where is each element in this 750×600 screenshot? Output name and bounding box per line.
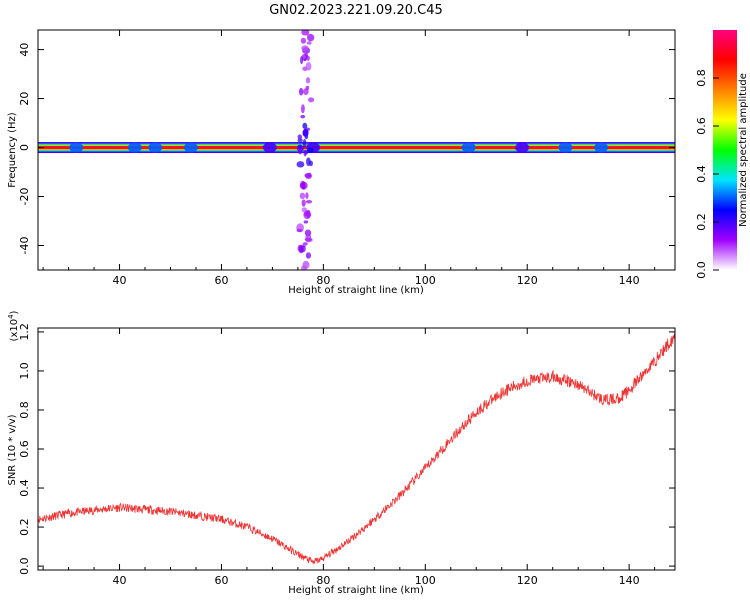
heatmap-node-9 <box>594 142 609 153</box>
heatmap-node-2 <box>148 142 163 153</box>
heatmap-band-layer-5 <box>38 146 675 149</box>
spectrogram-ticks: 40 60 80 100 120 140 40 20 0 -20 -40 <box>18 30 675 287</box>
snr-x-axis-label: Height of straight line (km) <box>288 585 424 596</box>
heatmap-blob <box>305 30 310 36</box>
heatmap-core <box>302 128 309 137</box>
figure-title: GN02.2023.221.09.20.C45 <box>269 3 443 18</box>
heatmap-blob <box>308 97 315 103</box>
heatmap-blob <box>303 149 307 157</box>
spectrogram-x-tick-label: 60 <box>214 274 228 287</box>
heatmap-blob <box>297 148 303 155</box>
snr-y-tick-label: 1.0 <box>18 362 31 380</box>
heatmap-node-7 <box>515 142 530 153</box>
spectrogram-y-tick-label: -40 <box>18 237 31 255</box>
heatmap-blob <box>302 122 308 130</box>
spectrogram-x-tick-label: 140 <box>619 274 640 287</box>
heatmap-node-1 <box>127 142 142 153</box>
heatmap-blob <box>307 33 315 42</box>
heatmap-blob <box>305 77 311 84</box>
heatmap-node-6 <box>461 142 476 153</box>
colorbar-tick-label: 0.8 <box>695 69 708 87</box>
heatmap-blob <box>296 228 303 233</box>
heatmap-blob <box>305 233 312 243</box>
heatmap-blob <box>302 139 307 148</box>
spectrogram-x-tick-label: 120 <box>517 274 538 287</box>
heatmap-node-3 <box>183 142 198 153</box>
heatmap-blob <box>301 45 309 51</box>
snr-y-tick-label: 1.2 <box>18 323 31 341</box>
heatmap-blob <box>301 199 306 207</box>
snr-x-tick-label: 40 <box>113 574 127 587</box>
heatmap-blob <box>300 104 305 114</box>
heatmap-blob <box>305 252 312 259</box>
heatmap-blob <box>306 41 312 45</box>
spectrogram-x-tick-label: 40 <box>113 274 127 287</box>
snr-plot-area <box>38 328 675 570</box>
heatmap-blob <box>303 88 309 95</box>
heatmap-blob <box>303 220 309 224</box>
spectrogram-y-tick-label: 0 <box>18 144 31 151</box>
spectrogram-y-tick-label: 40 <box>18 43 31 57</box>
heatmap-blob <box>296 161 305 168</box>
heatmap-blob <box>307 147 314 154</box>
heatmap-node-4 <box>262 142 277 153</box>
colorbar: 0.0 0.2 0.4 0.6 0.8 Normalized spectral ampl… <box>695 30 749 279</box>
colorbar-tick-label: 0.2 <box>695 213 708 231</box>
colorbar-gradient <box>713 30 737 270</box>
heatmap-blob <box>305 62 312 71</box>
snr-x-tick-label: 140 <box>619 574 640 587</box>
heatmap-blob <box>297 138 303 143</box>
spectrogram-y-tick-label: -20 <box>18 188 31 206</box>
snr-y-tick-label: 0.6 <box>18 440 31 458</box>
heatmap-blob <box>303 210 311 220</box>
spectrogram-heatmap <box>38 30 675 270</box>
heatmap-blob <box>302 260 310 269</box>
snr-multiplier-label: (x104) <box>7 310 20 341</box>
spectrogram-frame <box>37 29 676 271</box>
snr-x-tick-label: 80 <box>316 574 330 587</box>
heatmap-blob <box>306 157 311 166</box>
spectrogram-panel: 40 60 80 100 120 140 40 20 0 -20 -40 Height of str… <box>7 29 676 296</box>
spectrogram-x-tick-label: 100 <box>415 274 436 287</box>
heatmap-blob <box>299 181 308 190</box>
heatmap-blob <box>305 192 309 200</box>
heatmap-blob <box>300 245 306 253</box>
colorbar-tick-label: 0.4 <box>695 165 708 183</box>
heatmap-blob <box>305 200 313 204</box>
snr-series-line <box>38 333 675 565</box>
spectrogram-y-tick-label: 20 <box>18 92 31 106</box>
heatmap-blob <box>298 87 304 96</box>
snr-y-axis-label: SNR (10 * v/v) <box>7 414 18 485</box>
colorbar-ticks: 0.0 0.2 0.4 0.6 0.8 <box>695 69 719 279</box>
heatmap-node-0 <box>69 142 84 153</box>
heatmap-blob <box>307 172 312 178</box>
spectrogram-y-axis-label: Frequency (Hz) <box>7 112 18 188</box>
snr-multiplier-exponent: 4 <box>7 314 15 319</box>
colorbar-tick-label: 0.0 <box>695 261 708 279</box>
heatmap-node-8 <box>558 142 573 153</box>
colorbar-tick-label: 0.6 <box>695 117 708 135</box>
colorbar-label: Normalized spectral amplitude <box>738 73 749 227</box>
snr-y-tick-label: 0.8 <box>18 401 31 419</box>
heatmap-blob <box>297 144 303 149</box>
spectrogram-x-axis-label: Height of straight line (km) <box>288 285 424 296</box>
snr-y-tick-label: 0.4 <box>18 479 31 497</box>
snr-panel: 40 60 80 100 120 140 1.2 1.0 0.8 0.6 0.4 0.2 0.0 Hei… <box>7 310 676 596</box>
heatmap-blob <box>297 134 303 140</box>
spectrogram-x-tick-label: 80 <box>316 274 330 287</box>
snr-y-tick-label: 0.2 <box>18 518 31 536</box>
heatmap-blob <box>300 56 304 65</box>
snr-x-tick-label: 100 <box>415 574 436 587</box>
snr-ticks: 40 60 80 100 120 140 1.2 1.0 0.8 0.6 0.4 0.2 0.0 <box>18 323 675 587</box>
heatmap-blob <box>299 192 306 200</box>
heatmap-blob <box>300 114 306 119</box>
heatmap-blob <box>300 37 307 44</box>
snr-x-tick-label: 120 <box>517 574 538 587</box>
snr-y-tick-label: 0.0 <box>18 557 31 575</box>
snr-x-tick-label: 60 <box>214 574 228 587</box>
